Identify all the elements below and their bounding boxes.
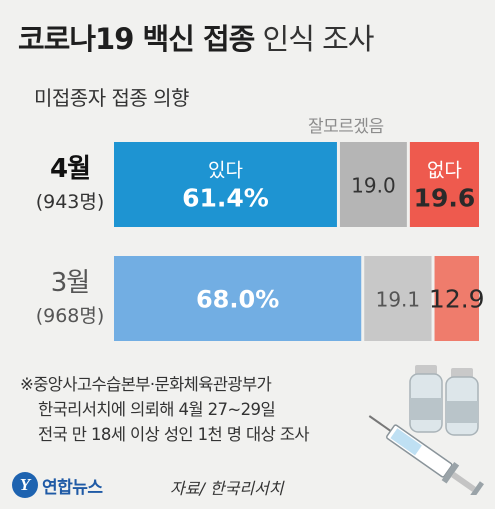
footnote-line-1: ※중앙사고수습본부·문화체육관광부가 (20, 375, 272, 394)
vaccine-syringe-icon (368, 365, 484, 495)
bar-value-label-no-april: 19.6 (414, 184, 476, 213)
bar-yes-march (114, 256, 362, 341)
chart-subtitle: 미접종자 접종 의향 (34, 86, 189, 110)
row-count-march: (968명) (35, 305, 105, 327)
row-count-april: (943명) (35, 191, 105, 213)
bar-series-name-no: 없다 (427, 160, 462, 182)
chart-title-light: 인식 조사 (262, 22, 375, 56)
footnote-line-2: 한국리서치에 의뢰해 4월 27~29일 (38, 400, 276, 419)
bar-unsure-april (339, 142, 407, 227)
chart-title: 코로나19 백신 접종 인식 조사 (18, 16, 375, 58)
bar-value-label-unsure-march: 19.1 (376, 288, 421, 312)
source-credit: 자료/ 한국리서치 (170, 479, 284, 498)
bar-series-name-yes: 있다 (208, 160, 243, 182)
legend-unsure-label: 잘모르겠음 (308, 117, 384, 137)
bar-value-label-yes-april: 61.4% (182, 184, 269, 213)
row-month-march: 3월 (50, 268, 90, 298)
bar-value-label-unsure-april: 19.0 (351, 174, 396, 198)
bar-unsure-march (364, 256, 432, 341)
bar-yes-april (114, 142, 337, 227)
bar-value-label-no-march: 12.9 (429, 285, 485, 314)
bar-value-label-yes-march: 68.0% (196, 286, 279, 314)
footnote: ※중앙사고수습본부·문화체육관광부가 한국리서치에 의뢰해 4월 27~29일 … (20, 372, 310, 447)
row-label-april: 4월 (943명) (20, 148, 120, 214)
yonhap-logo: Y 연합뉴스 (12, 472, 103, 498)
yonhap-logo-text: 연합뉴스 (42, 477, 103, 498)
footnote-line-3: 전국 만 18세 이상 성인 1천 명 대상 조사 (38, 425, 310, 444)
bar-no-march (434, 256, 479, 341)
yonhap-logo-mark: Y (12, 472, 38, 498)
row-label-march: 3월 (968명) (20, 262, 120, 328)
row-month-april: 4월 (49, 154, 91, 184)
chart-title-bold: 코로나19 백신 접종 (18, 22, 255, 56)
bar-no-april (409, 142, 479, 227)
